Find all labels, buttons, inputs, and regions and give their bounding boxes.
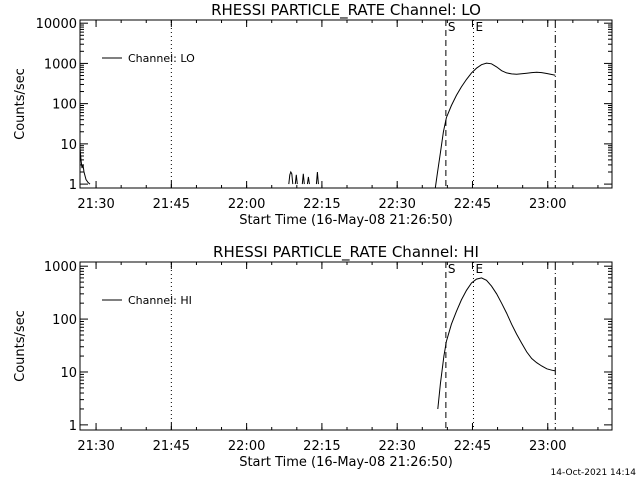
panel2-x-tick-label: 21:45 — [153, 439, 190, 454]
panel2-marker-label: E — [475, 262, 483, 276]
panel1-marker-label: S — [448, 20, 456, 34]
panel1-x-tick-label: 21:45 — [153, 197, 190, 212]
panel2-y-axis-label: Counts/sec — [13, 310, 28, 382]
panel1-x-tick-label: 23:00 — [529, 197, 566, 212]
panel1-chart-title: RHESSI PARTICLE_RATE Channel: LO — [211, 1, 481, 20]
panel2-marker-label: S — [448, 262, 456, 276]
panel2-chart-title: RHESSI PARTICLE_RATE Channel: HI — [213, 243, 479, 262]
panel1-x-tick-label: 22:30 — [378, 197, 415, 212]
panel2-plot-frame — [79, 261, 613, 431]
panel2-x-tick-label: 22:30 — [378, 439, 415, 454]
panel1-y-tick-label: 1000 — [44, 57, 77, 72]
panel1-x-tick-label: 21:30 — [77, 197, 114, 212]
panel2-x-tick-label: 21:30 — [77, 439, 114, 454]
panel1-marker-label: E — [475, 20, 483, 34]
panel1-y-axis-label: Counts/sec — [13, 68, 28, 140]
panel2-x-tick-label: 23:00 — [529, 439, 566, 454]
panel2-y-tick-label: 1 — [69, 419, 77, 434]
panel1-series-line — [434, 62, 556, 189]
panel1-series-line — [301, 173, 305, 185]
panel1-series-line — [315, 171, 319, 185]
panel1-y-tick-label: 1 — [69, 178, 77, 193]
panel1-x-tick-label: 22:45 — [454, 197, 491, 212]
panel1-series-line — [306, 176, 310, 185]
panel2-y-tick-label: 10 — [60, 366, 77, 381]
panel2-x-tick-label: 22:15 — [303, 439, 340, 454]
panel1-x-axis-label: Start Time (16-May-08 21:26:50) — [239, 213, 453, 228]
panel1-x-tick-label: 22:00 — [228, 197, 265, 212]
panel1-series-line — [294, 174, 298, 185]
panel2-x-axis-label: Start Time (16-May-08 21:26:50) — [239, 455, 453, 470]
panel2-legend-label: Channel: HI — [128, 294, 192, 307]
panel2-series-line — [437, 277, 556, 410]
panel1-plot-frame — [79, 19, 613, 189]
panel2-y-tick-label: 1000 — [44, 260, 77, 275]
panel1-y-tick-label: 10000 — [36, 17, 77, 32]
panel1-series-line — [79, 147, 91, 185]
panel2-x-tick-label: 22:00 — [228, 439, 265, 454]
panel1-legend-label: Channel: LO — [128, 52, 195, 65]
footer-timestamp: 14-Oct-2021 14:14 — [551, 468, 637, 478]
panel1-x-tick-label: 22:15 — [303, 197, 340, 212]
panel2-y-tick-label: 100 — [52, 313, 77, 328]
panel1-series-line — [288, 170, 294, 185]
panel2-x-tick-label: 22:45 — [454, 439, 491, 454]
panel1-y-tick-label: 100 — [52, 98, 77, 113]
panel1-y-tick-label: 10 — [60, 138, 77, 153]
